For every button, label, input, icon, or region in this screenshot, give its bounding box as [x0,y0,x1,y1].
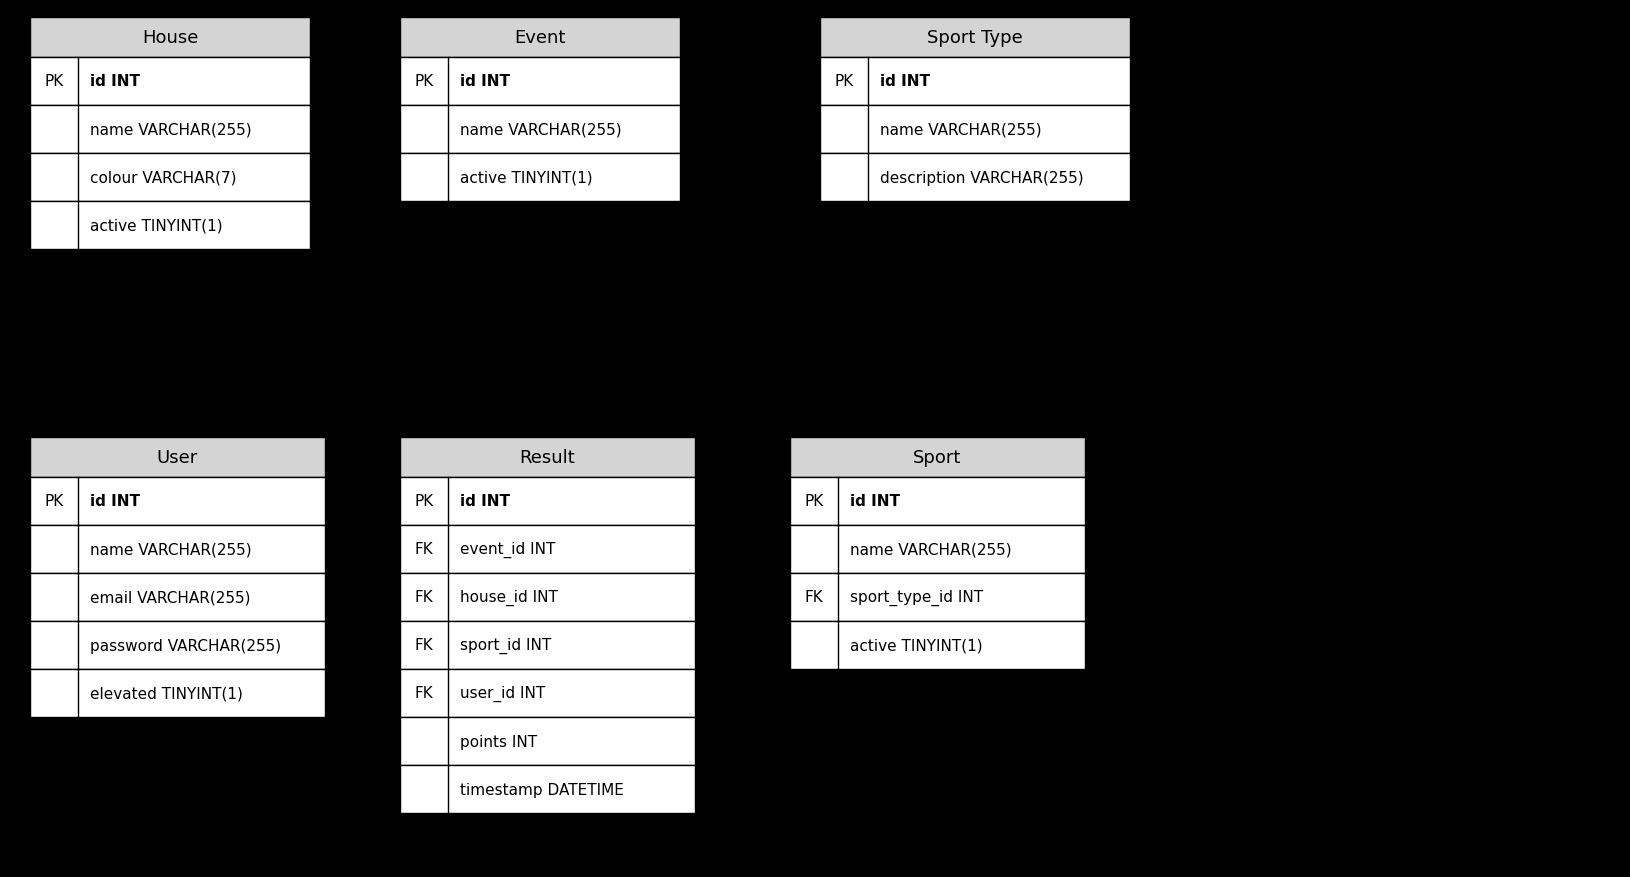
Bar [399,438,694,477]
Text: Event: Event [515,29,566,47]
Bar [29,669,324,717]
Text: sport_id INT: sport_id INT [460,638,551,653]
Bar [29,106,310,153]
Text: password VARCHAR(255): password VARCHAR(255) [90,638,280,652]
Bar [791,574,1086,621]
Text: PK: PK [804,494,823,509]
Bar [29,438,324,477]
Bar [820,18,1130,58]
Bar [399,477,694,525]
Text: PK: PK [44,75,64,89]
Bar [791,438,1086,477]
Bar [791,621,1086,669]
Text: name VARCHAR(255): name VARCHAR(255) [90,542,251,557]
Bar [29,525,324,574]
Bar [791,525,1086,574]
Text: timestamp DATETIME: timestamp DATETIME [460,781,624,796]
Text: event_id INT: event_id INT [460,541,556,558]
Bar [399,717,694,765]
Bar [399,58,680,106]
Text: FK: FK [414,686,434,701]
Text: active TINYINT(1): active TINYINT(1) [849,638,983,652]
Bar [29,621,324,669]
Text: name VARCHAR(255): name VARCHAR(255) [460,123,621,138]
Text: id INT: id INT [90,75,140,89]
Text: user_id INT: user_id INT [460,685,546,702]
Text: active TINYINT(1): active TINYINT(1) [460,170,593,185]
Text: FK: FK [414,590,434,605]
Text: colour VARCHAR(7): colour VARCHAR(7) [90,170,236,185]
Text: sport_type_id INT: sport_type_id INT [849,589,983,605]
Text: id INT: id INT [880,75,931,89]
Text: email VARCHAR(255): email VARCHAR(255) [90,590,251,605]
Bar [29,58,310,106]
Bar [29,18,310,58]
Bar [29,477,324,525]
Bar [399,765,694,813]
Bar [399,574,694,621]
Bar [399,106,680,153]
Text: Sport Type: Sport Type [927,29,1024,47]
Text: id INT: id INT [460,75,510,89]
Bar [399,525,694,574]
Bar [29,153,310,202]
Bar [399,153,680,202]
Text: house_id INT: house_id INT [460,589,557,605]
Text: Result: Result [520,448,575,467]
Text: PK: PK [835,75,854,89]
Text: name VARCHAR(255): name VARCHAR(255) [90,123,251,138]
Text: name VARCHAR(255): name VARCHAR(255) [849,542,1012,557]
Bar [399,669,694,717]
Bar [820,153,1130,202]
Text: FK: FK [414,638,434,652]
Text: FK: FK [805,590,823,605]
Bar [399,621,694,669]
Text: elevated TINYINT(1): elevated TINYINT(1) [90,686,243,701]
Text: PK: PK [44,494,64,509]
Text: id INT: id INT [460,494,510,509]
Text: active TINYINT(1): active TINYINT(1) [90,218,223,233]
Text: description VARCHAR(255): description VARCHAR(255) [880,170,1084,185]
Bar [820,58,1130,106]
Text: id INT: id INT [849,494,900,509]
Bar [29,202,310,250]
Text: User: User [156,448,199,467]
Bar [791,477,1086,525]
Text: Sport: Sport [913,448,962,467]
Text: PK: PK [414,75,434,89]
Text: FK: FK [414,542,434,557]
Bar [820,106,1130,153]
Text: PK: PK [414,494,434,509]
Text: name VARCHAR(255): name VARCHAR(255) [880,123,1042,138]
Bar [399,18,680,58]
Text: id INT: id INT [90,494,140,509]
Text: House: House [142,29,199,47]
Text: points INT: points INT [460,734,538,749]
Bar [29,574,324,621]
